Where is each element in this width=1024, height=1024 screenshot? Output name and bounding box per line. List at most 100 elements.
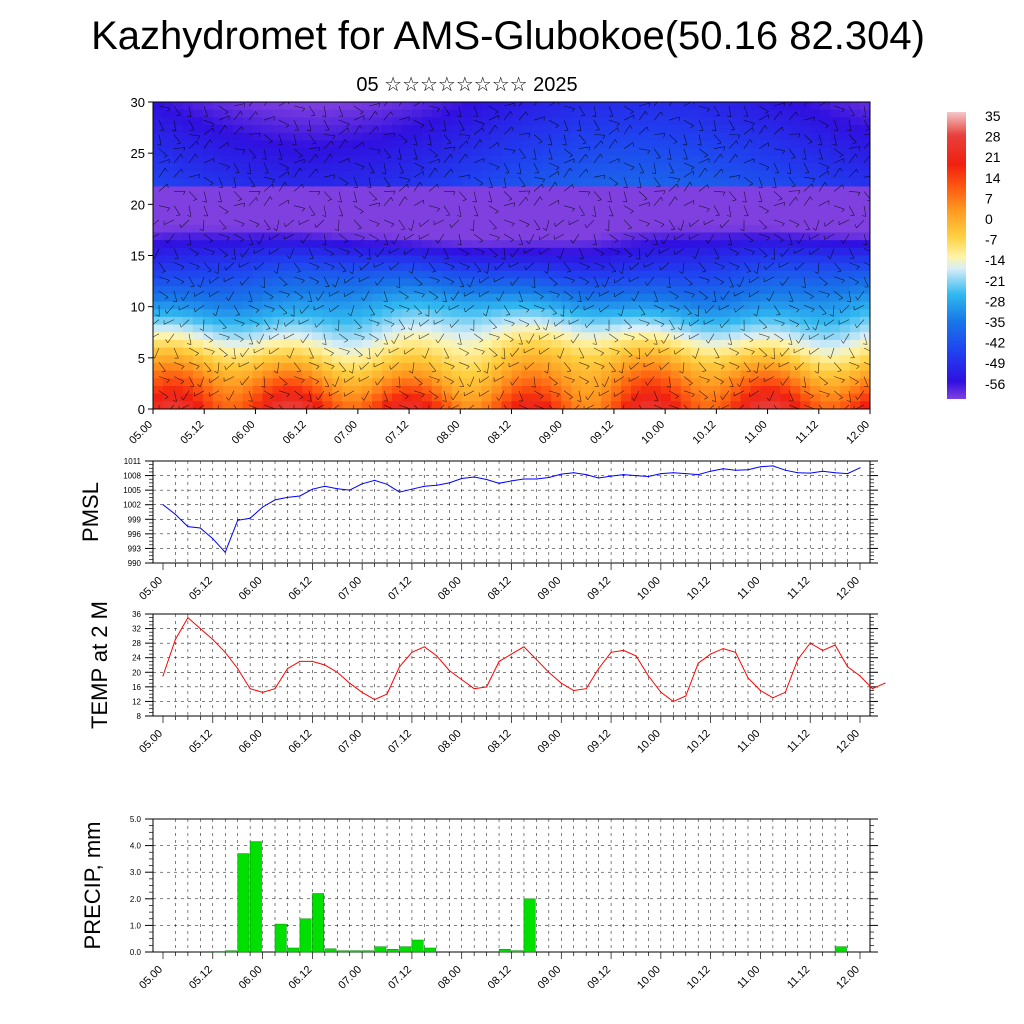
x-tick-label: 08.00 xyxy=(436,728,464,756)
precip-bar xyxy=(523,898,536,953)
data-point xyxy=(660,473,662,475)
colorbar-label: -28 xyxy=(985,293,1005,309)
data-point xyxy=(859,675,861,677)
data-point xyxy=(747,469,749,471)
data-point xyxy=(436,655,438,657)
y-tick-label: 36 xyxy=(132,610,141,619)
precip-bar xyxy=(312,893,325,953)
data-point xyxy=(635,475,637,477)
y-tick-label: 10 xyxy=(131,300,145,315)
data-point xyxy=(647,475,650,478)
data-point xyxy=(237,519,239,521)
x-tick-label: 09.12 xyxy=(585,575,613,603)
data-point xyxy=(336,488,338,490)
x-tick-label: 05.00 xyxy=(137,728,165,756)
x-tick-label: 06.12 xyxy=(281,419,309,447)
data-point xyxy=(722,648,724,650)
data-point xyxy=(436,484,438,486)
x-tick-label: 08.00 xyxy=(436,964,464,992)
y-tick-label: 24 xyxy=(132,654,141,663)
data-point xyxy=(871,688,874,690)
x-tick-label: 05.12 xyxy=(187,575,215,603)
data-point xyxy=(759,689,762,692)
data-point xyxy=(187,526,189,528)
precip-bar xyxy=(498,949,511,953)
y-tick-label: 28 xyxy=(132,639,141,648)
y-tick-label: 25 xyxy=(131,146,145,161)
data-point xyxy=(548,476,550,479)
data-point xyxy=(834,472,836,474)
x-tick-label: 05.12 xyxy=(187,728,215,756)
y-tick-label: 5.0 xyxy=(130,815,142,824)
data-point xyxy=(510,480,513,482)
x-tick-label: 05.00 xyxy=(137,964,165,992)
data-point xyxy=(448,669,450,672)
y-tick-label: 30 xyxy=(131,95,145,110)
y-axis-label: TEMP at 2 M xyxy=(87,601,112,729)
data-point xyxy=(784,691,786,693)
data-point xyxy=(797,472,799,474)
data-point xyxy=(162,504,164,506)
x-tick-label: 06.12 xyxy=(287,964,315,992)
temp-2m-panel: 8 12 16 20 24 28 32 36 05.00 05.12 06.00 06.12 07.00… xyxy=(87,601,886,756)
data-point xyxy=(822,649,824,652)
data-point xyxy=(685,473,687,475)
colorbar-label: -35 xyxy=(985,314,1005,330)
x-tick-label: 11.00 xyxy=(735,575,762,602)
data-point xyxy=(710,470,712,472)
x-tick-label: 09.00 xyxy=(537,419,565,447)
data-point xyxy=(274,688,276,690)
data-point xyxy=(398,666,401,668)
x-tick-label: 06.00 xyxy=(237,575,265,603)
data-point xyxy=(660,691,662,693)
x-tick-label: 07.00 xyxy=(336,728,364,756)
y-tick-label: 3.0 xyxy=(130,868,142,877)
x-tick-label: 07.00 xyxy=(332,419,360,447)
precip-bar xyxy=(224,950,237,953)
y-tick-label: 4.0 xyxy=(130,842,142,851)
y-tick-label: 0.0 xyxy=(130,948,142,957)
x-tick-label: 06.00 xyxy=(230,419,258,447)
data-point xyxy=(461,477,463,480)
data-point xyxy=(187,617,189,619)
x-tick-label: 11.12 xyxy=(794,419,821,446)
y-tick-label: 996 xyxy=(128,530,142,539)
data-point xyxy=(212,538,214,540)
precip-bar xyxy=(424,947,437,953)
data-point xyxy=(299,495,301,497)
heatmap-field xyxy=(153,102,870,409)
precip-bar xyxy=(237,853,250,953)
data-point xyxy=(847,666,849,668)
x-tick-label: 08.00 xyxy=(434,419,462,447)
data-point xyxy=(286,496,289,498)
colorbar-label: 14 xyxy=(985,170,1001,186)
x-tick-label: 12.00 xyxy=(834,964,862,992)
data-point xyxy=(262,691,264,693)
y-axis-label: PMSL xyxy=(78,482,103,542)
x-tick-label: 05.12 xyxy=(187,964,215,992)
data-point xyxy=(336,671,338,673)
precip-bar xyxy=(386,949,399,953)
data-point xyxy=(174,638,176,641)
data-point xyxy=(199,628,201,630)
data-point xyxy=(498,482,500,484)
x-tick-label: 09.00 xyxy=(535,964,563,992)
y-tick-label: 15 xyxy=(131,249,145,264)
x-tick-label: 08.12 xyxy=(486,575,514,603)
data-point xyxy=(747,677,749,679)
data-point xyxy=(809,472,811,474)
x-tick-label: 10.12 xyxy=(685,964,713,992)
x-tick-label: 11.00 xyxy=(735,964,762,991)
data-point xyxy=(324,485,326,487)
data-point xyxy=(647,675,650,677)
y-tick-label: 8 xyxy=(137,712,142,721)
colorbar-label: -56 xyxy=(985,376,1005,392)
colorbar-label: 35 xyxy=(985,108,1001,124)
y-tick-label: 16 xyxy=(132,683,141,692)
data-point xyxy=(361,483,363,485)
x-tick-label: 09.00 xyxy=(535,575,563,603)
data-point xyxy=(423,646,425,648)
data-point xyxy=(473,688,475,690)
data-point xyxy=(249,517,251,519)
y-tick-label: 1011 xyxy=(124,457,142,466)
